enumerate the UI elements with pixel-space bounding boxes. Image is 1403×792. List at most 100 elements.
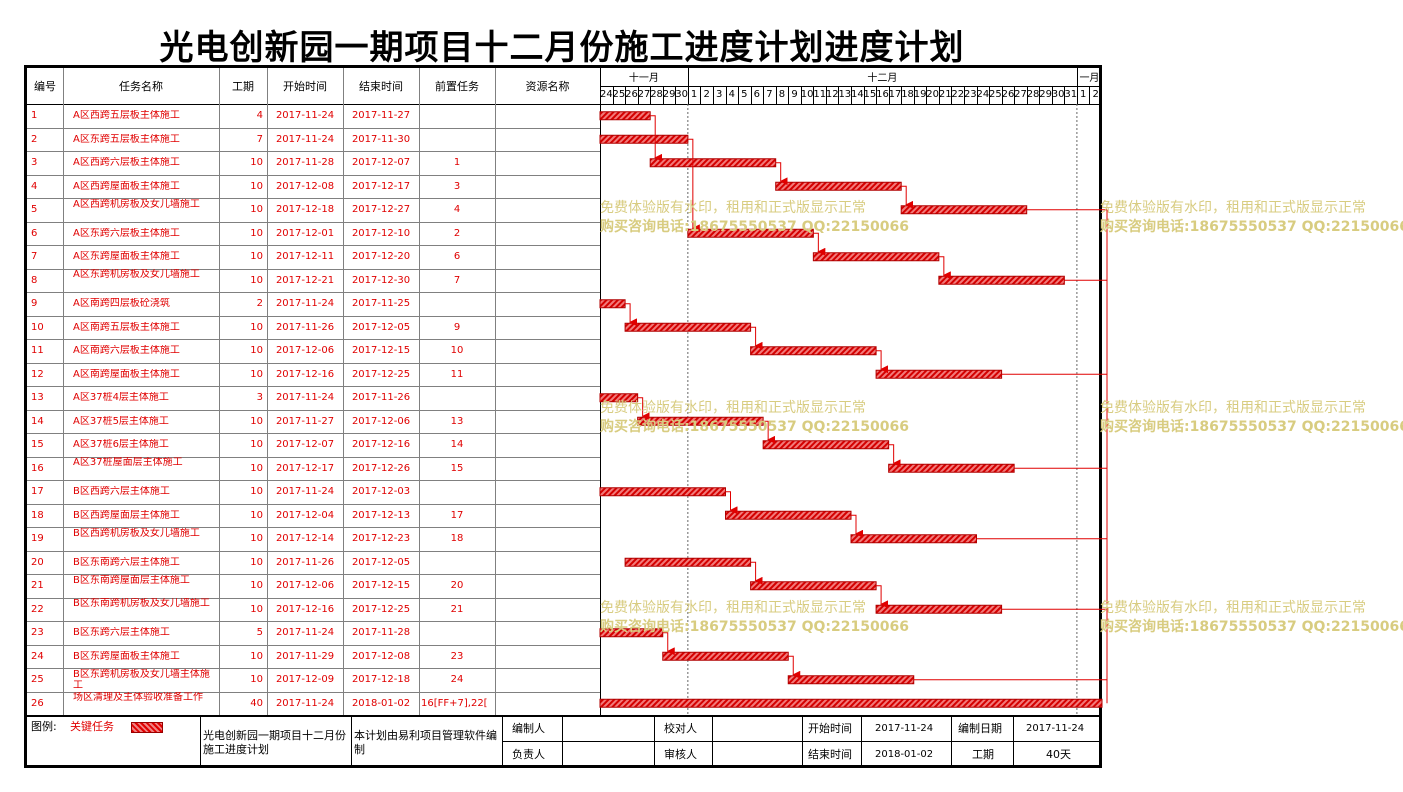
row-divider bbox=[27, 691, 600, 693]
end-label: 结束时间 bbox=[808, 748, 852, 761]
day-label: 27 bbox=[637, 89, 651, 100]
task-name: A区37桩屋面层主体施工 bbox=[73, 457, 183, 469]
task-name: B区东南跨六层主体施工 bbox=[73, 556, 180, 568]
task-predecessor: 24 bbox=[450, 674, 464, 686]
dependency-link bbox=[813, 232, 826, 256]
dependency-link bbox=[938, 256, 951, 280]
task-name: B区东跨屋面板主体施工 bbox=[73, 650, 180, 662]
watermark-line1: 免费体验版有水印，租用和正式版显示正常 bbox=[600, 400, 866, 416]
task-end: 2017-12-26 bbox=[351, 462, 411, 474]
dependency-link bbox=[650, 115, 663, 162]
day-divider bbox=[1051, 86, 1053, 104]
task-start: 2017-12-04 bbox=[275, 509, 335, 521]
dependency-link bbox=[662, 632, 675, 656]
task-duration: 10 bbox=[250, 415, 263, 427]
task-end: 2017-12-08 bbox=[351, 650, 411, 662]
task-start: 2017-12-14 bbox=[275, 533, 335, 545]
task-id: 14 bbox=[31, 415, 44, 427]
task-name: A区西跨五层板主体施工 bbox=[73, 110, 180, 122]
header-name[interactable]: 任务名称 bbox=[119, 80, 163, 93]
header-id[interactable]: 编号 bbox=[34, 80, 56, 93]
task-name: A区西跨机房板及女儿墙施工 bbox=[73, 198, 200, 210]
task-start: 2017-11-27 bbox=[275, 415, 335, 427]
day-divider bbox=[662, 86, 664, 104]
task-start: 2017-11-24 bbox=[275, 110, 335, 122]
task-predecessor: 4 bbox=[453, 204, 461, 216]
header-resource[interactable]: 资源名称 bbox=[525, 80, 570, 93]
task-start: 2017-12-06 bbox=[275, 580, 335, 592]
task-id: 21 bbox=[31, 580, 44, 592]
task-predecessor: 2 bbox=[453, 227, 461, 239]
task-start: 2017-12-17 bbox=[275, 462, 335, 474]
task-name: A区东跨屋面板主体施工 bbox=[73, 251, 180, 263]
task-name: A区东跨五层板主体施工 bbox=[73, 133, 180, 145]
task-end: 2017-12-13 bbox=[351, 509, 411, 521]
day-label: 25 bbox=[989, 89, 1002, 100]
dependency-link bbox=[750, 326, 763, 350]
task-start: 2017-12-16 bbox=[275, 368, 335, 380]
month-label: 十二月 bbox=[867, 73, 898, 84]
day-divider bbox=[838, 86, 840, 104]
dependency-link bbox=[888, 444, 901, 468]
watermark-line1: 免费体验版有水印，租用和正式版显示正常 bbox=[1100, 200, 1366, 216]
day-divider bbox=[712, 86, 714, 104]
task-predecessor: 15 bbox=[450, 462, 464, 474]
task-end: 2017-11-26 bbox=[351, 392, 411, 404]
day-label: 8 bbox=[778, 89, 786, 100]
task-start: 2017-11-24 bbox=[275, 627, 335, 639]
watermark-line2: 购买咨询电话:18675550537 QQ:22150066 bbox=[600, 419, 909, 435]
day-divider bbox=[851, 86, 852, 104]
task-bar bbox=[599, 299, 626, 309]
watermark-2: 免费体验版有水印，租用和正式版显示正常 购买咨询电话:18675550537 Q… bbox=[1100, 199, 1403, 237]
watermark-line2: 购买咨询电话:18675550537 QQ:22150066 bbox=[1100, 419, 1403, 435]
day-label: 1 bbox=[690, 89, 698, 100]
watermark-4: 免费体验版有水印，租用和正式版显示正常 购买咨询电话:18675550537 Q… bbox=[1100, 399, 1403, 437]
task-id: 19 bbox=[31, 533, 44, 545]
footer-divider bbox=[27, 715, 1102, 717]
date-label: 编制日期 bbox=[958, 722, 1002, 735]
task-id: 17 bbox=[31, 486, 44, 498]
task-duration: 10 bbox=[250, 251, 263, 263]
day-label: 31 bbox=[1064, 89, 1078, 100]
task-start: 2017-11-29 bbox=[275, 650, 335, 662]
day-label: 25 bbox=[612, 89, 626, 100]
task-predecessor: 18 bbox=[450, 533, 464, 545]
row-divider bbox=[27, 315, 600, 317]
task-end: 2017-12-23 bbox=[351, 533, 411, 545]
task-end: 2017-12-05 bbox=[351, 321, 411, 333]
task-bar bbox=[888, 463, 1015, 473]
day-label: 13 bbox=[838, 89, 852, 100]
task-id: 9 bbox=[31, 298, 38, 310]
day-label: 1 bbox=[1079, 89, 1087, 100]
watermark-line2: 购买咨询电话:18675550537 QQ:22150066 bbox=[600, 219, 909, 235]
task-duration: 10 bbox=[250, 180, 263, 192]
task-end: 2017-12-15 bbox=[351, 345, 411, 357]
task-predecessor: 1 bbox=[453, 157, 461, 169]
task-start: 2017-11-24 bbox=[275, 486, 335, 498]
task-end: 2018-01-02 bbox=[351, 697, 411, 709]
day-label: 12 bbox=[825, 89, 839, 100]
task-duration: 10 bbox=[250, 486, 263, 498]
task-start: 2017-12-09 bbox=[275, 674, 335, 686]
task-start: 2017-12-08 bbox=[275, 180, 335, 192]
header-pred[interactable]: 前置任务 bbox=[435, 80, 479, 93]
task-id: 12 bbox=[31, 368, 44, 380]
header-start[interactable]: 开始时间 bbox=[283, 80, 327, 93]
day-divider bbox=[1064, 86, 1066, 104]
task-end: 2017-11-30 bbox=[351, 133, 411, 145]
task-bar bbox=[762, 440, 890, 450]
day-divider bbox=[675, 86, 677, 104]
header-duration[interactable]: 工期 bbox=[232, 80, 254, 93]
day-label: 14 bbox=[851, 89, 864, 100]
watermark-line1: 免费体验版有水印，租用和正式版显示正常 bbox=[600, 200, 866, 216]
header-end[interactable]: 结束时间 bbox=[359, 80, 403, 93]
day-divider bbox=[989, 86, 991, 104]
day-divider bbox=[876, 86, 878, 104]
task-name: A区南跨六层板主体施工 bbox=[73, 345, 180, 357]
day-divider bbox=[963, 86, 965, 104]
task-end: 2017-12-17 bbox=[351, 180, 411, 192]
task-end: 2017-12-16 bbox=[351, 439, 411, 451]
day-divider bbox=[763, 86, 765, 104]
day-label: 9 bbox=[791, 89, 798, 100]
day-label: 3 bbox=[716, 89, 723, 100]
